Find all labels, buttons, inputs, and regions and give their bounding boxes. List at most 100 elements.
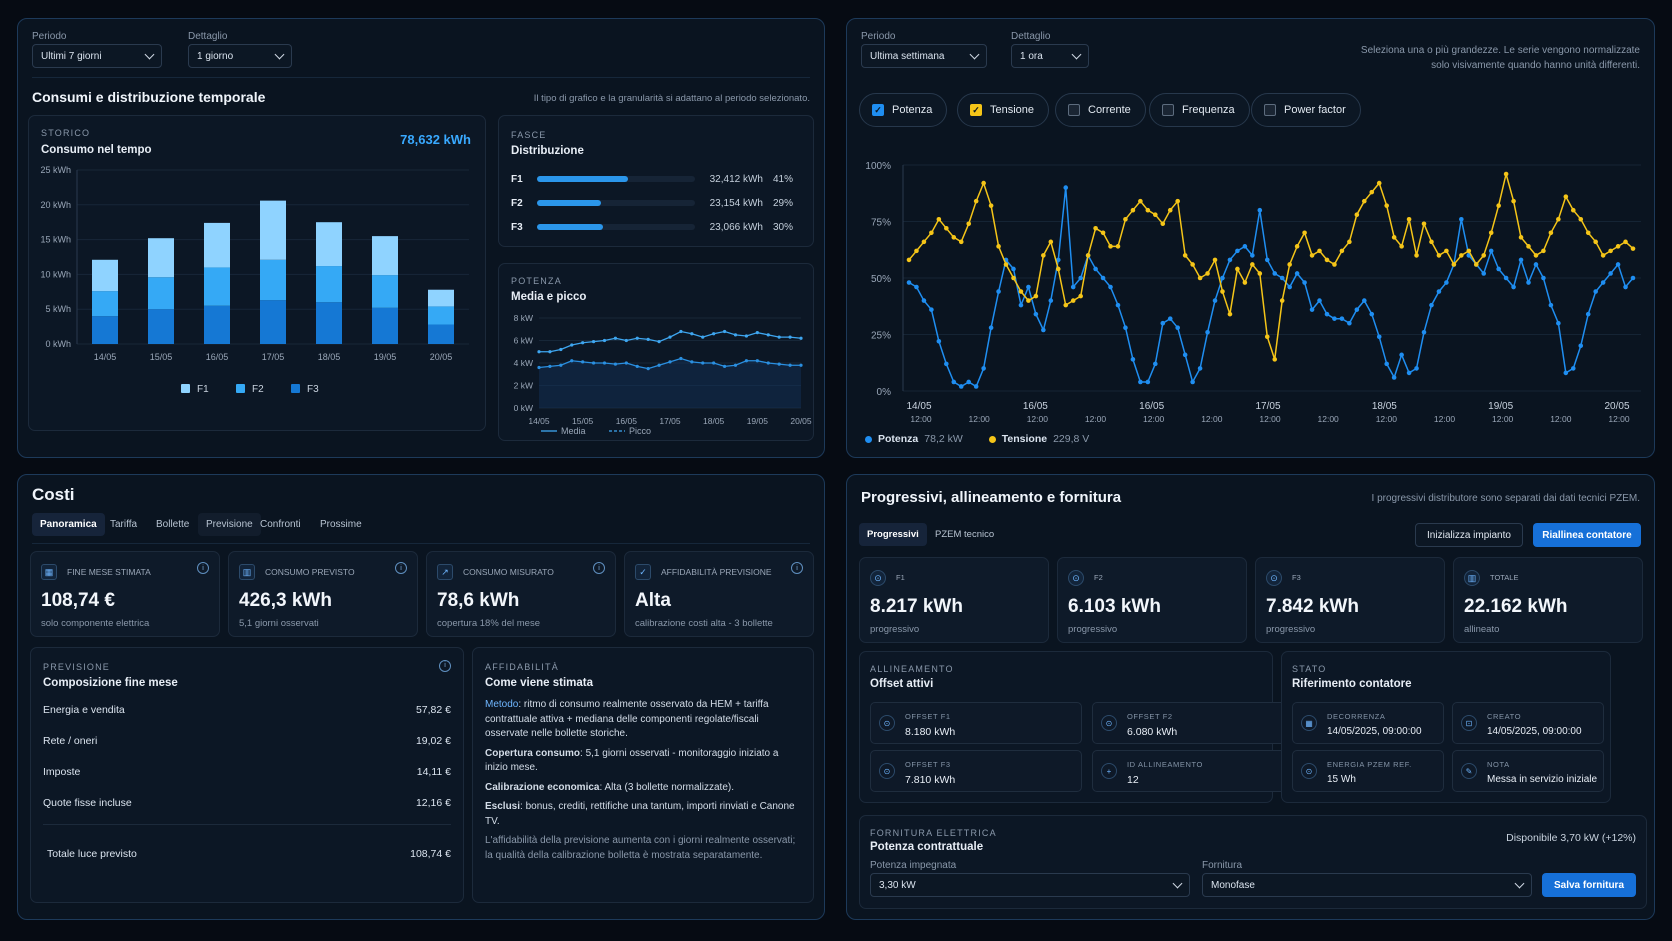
available-power: Disponibile 3,70 kW (+12%) (1506, 832, 1636, 844)
tensione-point (1317, 248, 1322, 254)
detail-select[interactable]: 1 giorno (188, 44, 292, 68)
realign-meter-button[interactable]: Riallinea contatore (1533, 523, 1641, 547)
x-tick-time: 12:00 (1492, 414, 1514, 424)
legend-media-label: Media (561, 426, 586, 436)
fasce-name: F3 (511, 221, 523, 233)
period-select[interactable]: Ultima settimana (861, 44, 987, 68)
tensione-point (1585, 230, 1591, 236)
fasce-kwh: 23,154 kWh (709, 197, 763, 209)
potenza-point (1496, 266, 1501, 272)
info-icon[interactable]: i (395, 562, 407, 574)
affidabilita-card: AFFIDABILITÀ Come viene stimata Metodo: … (472, 647, 814, 903)
potenza-point (1197, 366, 1203, 371)
info-icon[interactable]: i (197, 562, 209, 574)
copertura-paragraph: Copertura consumo: 5,1 giorni osservati … (485, 747, 801, 776)
media-line-point (570, 359, 574, 363)
tensione-point (1406, 216, 1412, 222)
picco-line (539, 330, 802, 353)
checkbox-icon (1068, 104, 1080, 116)
potenza-point (1615, 262, 1621, 267)
y-tick-label: 0 kWh (45, 339, 71, 349)
toggle-tensione[interactable]: ✓ Tensione (957, 93, 1050, 127)
kpi-sub: 5,1 giorni osservati (239, 618, 319, 629)
potenza-point (1511, 284, 1516, 290)
divider (32, 543, 810, 544)
tensione-point (1272, 357, 1278, 362)
picco-line-point (712, 332, 716, 336)
toggle-corrente[interactable]: Corrente (1055, 93, 1146, 127)
bar-f1 (148, 238, 174, 278)
potenza-point (966, 379, 972, 385)
cost-value: 19,02 € (415, 735, 451, 747)
progressivo-card: ⊙ F1 8.217 kWh progressivo (859, 557, 1049, 643)
toggle-label: Power factor (1284, 104, 1346, 116)
picco-line-point (635, 336, 639, 340)
potenza-point (1018, 302, 1024, 308)
tab-progressivi[interactable]: Progressivi (859, 523, 927, 546)
bar-f1 (428, 289, 454, 307)
toggle-power-factor[interactable]: Power factor (1251, 93, 1361, 127)
media-line-point (799, 363, 803, 367)
media-line-point (537, 365, 541, 370)
kpi-value: 78,6 kWh (437, 590, 520, 611)
info-icon[interactable]: i (791, 562, 803, 574)
bar-f2 (148, 277, 174, 310)
y-tick-label: 4 kW (514, 358, 533, 368)
init-plant-button[interactable]: Inizializza impianto (1415, 523, 1523, 547)
tab-prossime[interactable]: Prossime (320, 519, 362, 530)
stato-label: CREATO (1487, 712, 1522, 721)
legend-swatch-f3 (291, 384, 300, 393)
toggle-label: Frequenza (1182, 104, 1235, 116)
tensione-point (1399, 244, 1404, 249)
supply-select[interactable]: Monofase (1202, 873, 1532, 897)
offset-item: ⊙ OFFSET F2 6.080 kWh (1092, 702, 1304, 744)
toggle-potenza[interactable]: ✓ Potenza (859, 93, 948, 127)
save-supply-button[interactable]: Salva fornitura (1542, 873, 1636, 897)
potenza-point (1339, 316, 1345, 321)
cost-label: Quote fisse incluse (43, 797, 132, 809)
y-tick-label: 2 kW (514, 381, 533, 391)
period-label: Periodo (861, 31, 896, 42)
x-tick-label: 14/05 (528, 416, 550, 426)
grandezze-legend: Potenza 78,2 kW Tensione 229,8 V (865, 433, 1089, 445)
info-icon[interactable]: i (439, 660, 451, 672)
tensione-point (988, 203, 994, 208)
tab-previsione[interactable]: Previsione (198, 513, 261, 536)
tab-confronti[interactable]: Confronti (260, 519, 301, 530)
power-select[interactable]: 3,30 kW (870, 873, 1190, 897)
tab-tariffa[interactable]: Tariffa (110, 519, 138, 530)
toggle-frequenza[interactable]: Frequenza (1149, 93, 1250, 127)
tensione-point (1100, 230, 1106, 236)
potenza-title: Media e picco (511, 291, 587, 303)
detail-select[interactable]: 1 ora (1011, 44, 1089, 68)
media-line-point (591, 361, 596, 365)
costi-panel: Costi Panoramica Tariffa Bollette Prevision… (17, 474, 825, 920)
progressivi-title: Progressivi, allineamento e fornitura (861, 489, 1122, 506)
cost-row: Quote fisse incluse 12,16 € (43, 797, 451, 809)
picco-line-point (613, 336, 618, 340)
offset-icon: ⊙ (879, 715, 895, 731)
tensione-point (1115, 244, 1121, 249)
progressivo-value: 8.217 kWh (870, 596, 963, 617)
x-tick-date: 16/05 (1023, 401, 1048, 412)
potenza-point (1227, 257, 1233, 263)
picco-line-point (733, 333, 738, 337)
picco-line-point (766, 333, 770, 337)
bar-f3 (372, 307, 398, 344)
check-icon: ✓ (635, 564, 651, 580)
potenza-point (1145, 379, 1151, 385)
tensione-point (1309, 253, 1315, 258)
tab-pzem-tecnico[interactable]: PZEM tecnico (935, 529, 995, 540)
potenza-point (1257, 207, 1263, 213)
progressivo-sub: progressivo (870, 624, 920, 635)
checkbox-icon (1162, 104, 1174, 116)
info-icon[interactable]: i (593, 562, 605, 574)
grandezze-line-chart: 0% 25% 50% 75% 100% 14/05 12:00 12:00 16/05 12:00… (865, 161, 1641, 424)
tensione-point (906, 257, 912, 263)
progressivo-sub: progressivo (1266, 624, 1316, 635)
previsione-total-row: Totale luce previsto 108,74 € (47, 848, 451, 860)
kpi-label: CONSUMO PREVISTO (265, 567, 355, 577)
period-select[interactable]: Ultimi 7 giorni (32, 44, 162, 68)
tab-panoramica[interactable]: Panoramica (32, 513, 105, 536)
tab-bollette[interactable]: Bollette (156, 519, 190, 530)
